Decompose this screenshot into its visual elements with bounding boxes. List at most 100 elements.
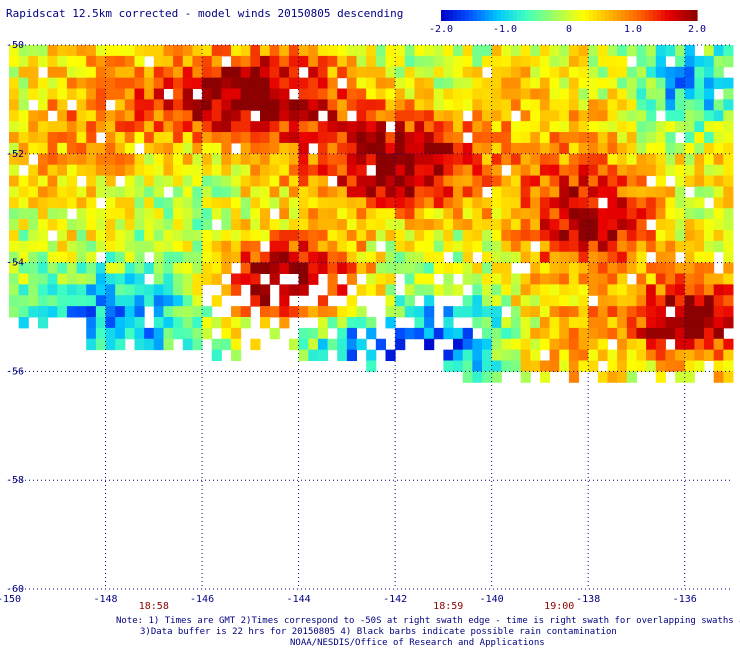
- heatmap-cell: [134, 77, 145, 90]
- heatmap-cell: [549, 251, 560, 264]
- heatmap-cell: [37, 55, 49, 68]
- heatmap-cell: [578, 284, 589, 296]
- heatmap-cell: [559, 317, 570, 329]
- heatmap-cell: [231, 273, 242, 285]
- heatmap-cell: [510, 360, 522, 372]
- heatmap-cell: [453, 66, 464, 79]
- heatmap-cell: [240, 45, 251, 57]
- heatmap-cell: [520, 175, 531, 187]
- heatmap-cell: [250, 219, 261, 231]
- heatmap-cell: [520, 371, 531, 383]
- heatmap-cell: [646, 66, 657, 79]
- heatmap-cell: [211, 99, 222, 111]
- heatmap-cell: [501, 273, 512, 285]
- heatmap-cell: [28, 77, 39, 90]
- heatmap-cell: [317, 121, 329, 133]
- heatmap-cell: [723, 88, 734, 100]
- heatmap-cell: [76, 99, 87, 111]
- heatmap-cell: [559, 77, 570, 90]
- heatmap-cell: [617, 153, 628, 166]
- heatmap-cell: [279, 88, 290, 100]
- heatmap-cell: [665, 284, 676, 296]
- heatmap-cell: [66, 284, 78, 296]
- heatmap-cell: [568, 371, 580, 383]
- heatmap-cell: [704, 295, 715, 307]
- heatmap-cell: [153, 132, 164, 144]
- heatmap-cell: [597, 251, 609, 264]
- heatmap-cell: [327, 273, 338, 285]
- heatmap-cell: [279, 284, 290, 296]
- heatmap-cell: [327, 164, 338, 177]
- heatmap-cell: [95, 121, 107, 133]
- heatmap-cell: [115, 295, 126, 307]
- colorbar-swatch: [509, 10, 514, 21]
- heatmap-cell: [337, 66, 348, 79]
- heatmap-cell: [501, 208, 512, 220]
- heatmap-cell: [76, 121, 87, 133]
- heatmap-cell: [636, 164, 647, 177]
- heatmap-cell: [723, 77, 734, 90]
- y-tick-label: -54: [6, 258, 24, 269]
- heatmap-cell: [269, 186, 280, 198]
- heatmap-cell: [510, 45, 522, 57]
- heatmap-cell: [163, 77, 174, 90]
- heatmap-cell: [37, 110, 49, 122]
- heatmap-cell: [366, 110, 377, 122]
- heatmap-cell: [404, 327, 415, 340]
- heatmap-cell: [510, 66, 522, 79]
- heatmap-cell: [192, 306, 203, 318]
- heatmap-cell: [723, 273, 734, 285]
- heatmap-cell: [713, 371, 724, 383]
- heatmap-cell: [115, 327, 126, 340]
- heatmap-cell: [578, 273, 589, 285]
- heatmap-cell: [510, 77, 522, 90]
- heatmap-cell: [617, 219, 628, 231]
- heatmap-cell: [723, 208, 734, 220]
- heatmap-cell: [462, 306, 473, 318]
- heatmap-cell: [269, 153, 280, 166]
- heatmap-cell: [520, 99, 531, 111]
- x-tick-label: -142: [383, 594, 407, 605]
- heatmap-cell: [684, 240, 695, 253]
- heatmap-cell: [182, 306, 193, 318]
- heatmap-cell: [453, 121, 464, 133]
- heatmap-cell: [539, 371, 551, 383]
- heatmap-cell: [9, 55, 20, 68]
- heatmap-cell: [597, 306, 609, 318]
- heatmap-cell: [337, 219, 348, 231]
- heatmap-cell: [675, 99, 686, 111]
- heatmap-cell: [626, 371, 637, 383]
- heatmap-cell: [568, 110, 580, 122]
- heatmap-cell: [607, 66, 618, 79]
- heatmap-cell: [665, 164, 676, 177]
- heatmap-cell: [713, 219, 724, 231]
- heatmap-cell: [617, 284, 628, 296]
- heatmap-cell: [520, 66, 531, 79]
- colorbar-swatch: [465, 10, 470, 21]
- heatmap-cell: [346, 273, 358, 285]
- heatmap-cell: [211, 153, 222, 166]
- heatmap-cell: [491, 45, 502, 57]
- heatmap-cell: [182, 186, 193, 198]
- heatmap-cell: [588, 121, 599, 133]
- heatmap-cell: [588, 110, 599, 122]
- heatmap-cell: [414, 45, 425, 57]
- heatmap-cell: [269, 66, 280, 79]
- heatmap-cell: [346, 99, 358, 111]
- heatmap-cell: [684, 121, 695, 133]
- heatmap-cell: [539, 338, 551, 351]
- heatmap-cell: [404, 219, 415, 231]
- heatmap-cell: [433, 99, 444, 111]
- heatmap-cell: [395, 164, 406, 177]
- heatmap-cell: [607, 360, 618, 372]
- heatmap-cell: [327, 240, 338, 253]
- heatmap-cell: [269, 132, 280, 144]
- heatmap-cell: [655, 45, 666, 57]
- heatmap-cell: [288, 338, 300, 351]
- heatmap-cell: [18, 295, 29, 307]
- heatmap-cell: [337, 110, 348, 122]
- heatmap-cell: [366, 240, 377, 253]
- heatmap-cell: [568, 229, 580, 242]
- heatmap-cell: [626, 208, 637, 220]
- heatmap-cell: [404, 55, 415, 68]
